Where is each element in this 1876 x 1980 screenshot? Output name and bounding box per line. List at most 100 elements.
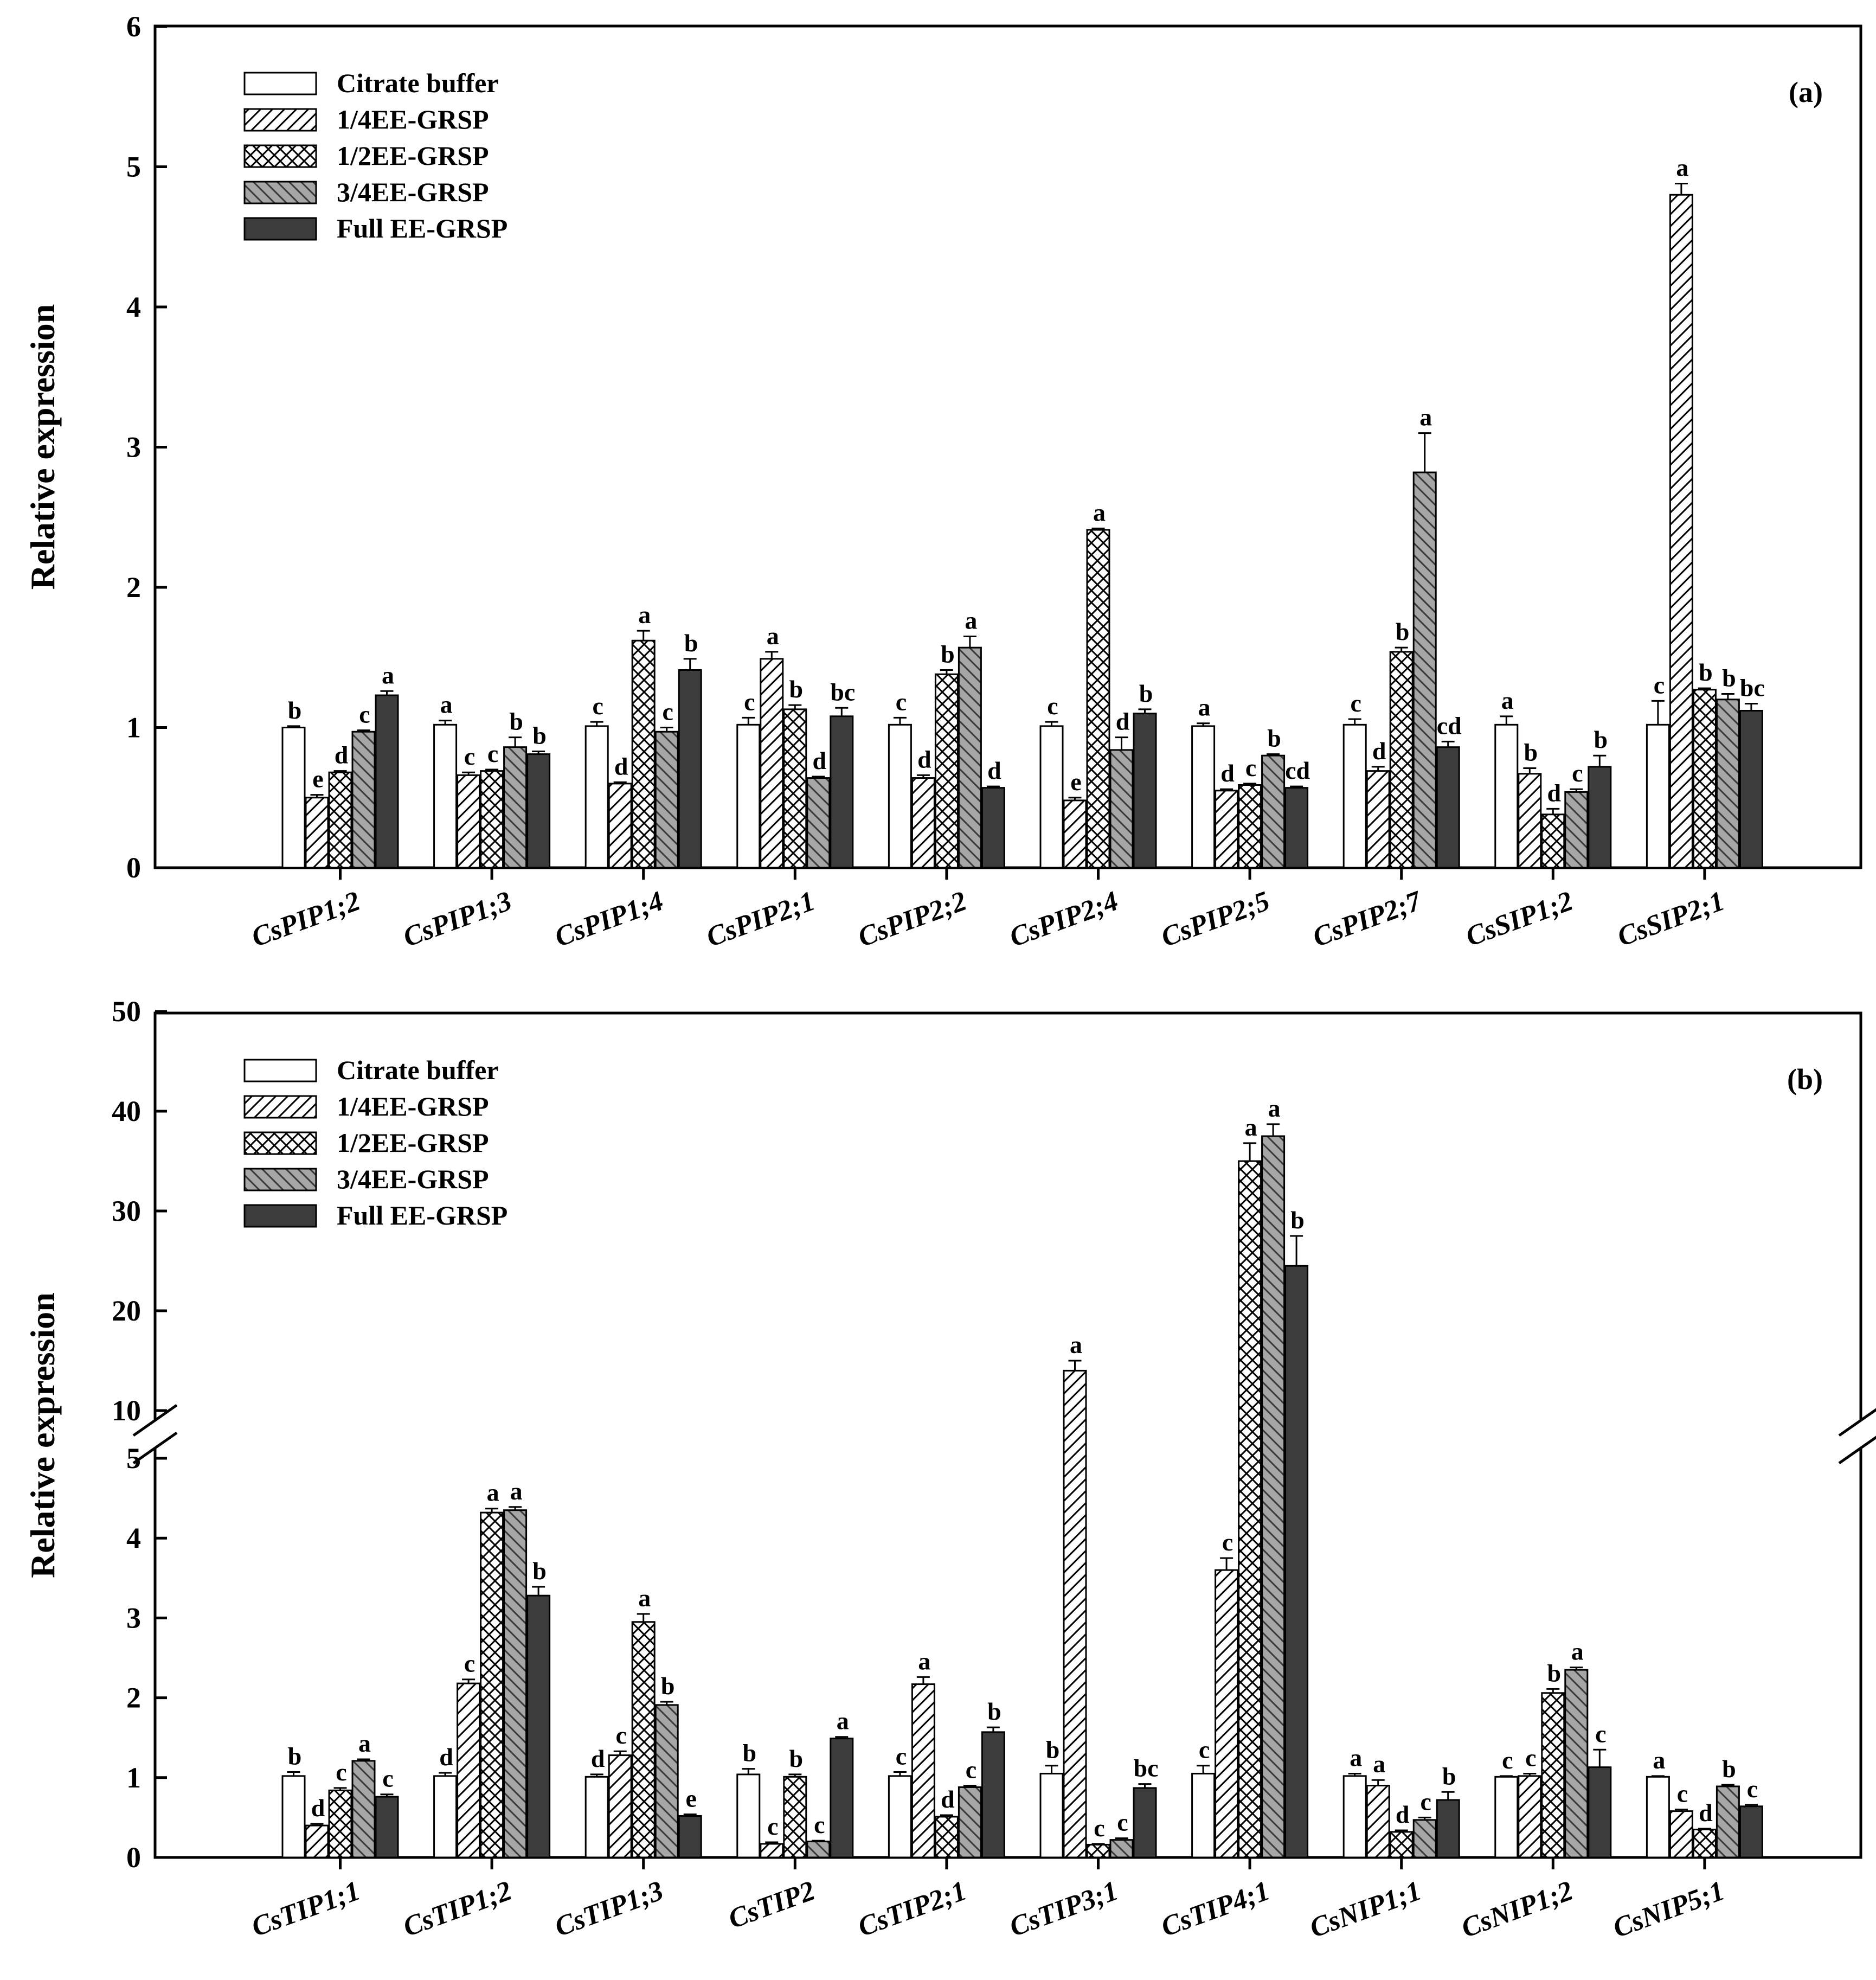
error-bar (357, 729, 370, 732)
bar (654, 1704, 679, 1859)
bar (1109, 1839, 1134, 1859)
legend-label: 3/4EE-GRSP (337, 1164, 489, 1194)
significance-letter: d (591, 1745, 605, 1772)
bar (1063, 799, 1087, 869)
bar (1389, 1831, 1414, 1859)
bar (1588, 1766, 1612, 1859)
error-bar (916, 1676, 930, 1684)
bar (911, 1683, 935, 1859)
error-bar (1651, 1775, 1665, 1777)
legend-swatch (243, 217, 317, 241)
significance-letter: b (1139, 680, 1153, 707)
significance-letter: c (1572, 759, 1583, 787)
legend-swatch (243, 1095, 317, 1119)
error-bar (1546, 1688, 1560, 1693)
significance-letter: b (941, 640, 955, 668)
bar (888, 723, 912, 869)
legend-label: 1/2EE-GRSP (337, 1127, 489, 1158)
error-bar (532, 1586, 545, 1596)
error-bar (333, 770, 347, 773)
error-bar (742, 716, 755, 725)
bar (631, 639, 656, 869)
category-group: c ab d bc (736, 622, 855, 869)
significance-letter: bc (830, 678, 855, 706)
bar (736, 723, 761, 869)
significance-letter: a (1245, 1113, 1257, 1141)
bar (1669, 194, 1693, 869)
x-category-label: CsPIP1;3 (399, 886, 516, 953)
error-bar (462, 1678, 476, 1684)
bar (1518, 1775, 1542, 1859)
bar (375, 1796, 399, 1859)
legend-label: Full EE-GRSP (337, 1200, 507, 1231)
significance-letter: d (1396, 1800, 1410, 1828)
legend-swatch (243, 108, 317, 132)
bar (1436, 746, 1460, 869)
error-bar (509, 736, 522, 747)
error-bar (986, 1726, 1000, 1732)
category-group: bac cbc (1039, 1331, 1159, 1859)
bar (281, 1775, 306, 1859)
legend-swatch (243, 1131, 317, 1155)
error-bar (1197, 1765, 1210, 1774)
significance-letter: b (1442, 1762, 1456, 1790)
significance-letter: b (1722, 664, 1736, 691)
significance-letter: e (312, 765, 323, 793)
significance-letter: b (1046, 1736, 1060, 1764)
error-bar (1068, 1360, 1082, 1371)
error-bar (532, 750, 545, 754)
bar (806, 1841, 831, 1859)
significance-letter: c (896, 688, 907, 715)
significance-letter: c (1420, 1787, 1431, 1815)
error-bar (1500, 715, 1513, 725)
bar (526, 753, 551, 869)
bar (305, 797, 329, 869)
bar (608, 783, 632, 869)
error-bar (1674, 1809, 1688, 1811)
y-tick-label: 5 (126, 1442, 141, 1475)
bar (1063, 1369, 1087, 1859)
bar (351, 731, 376, 869)
bar (526, 1594, 551, 1859)
bar (351, 1760, 376, 1859)
error-bar (1674, 183, 1688, 195)
significance-letter: d (941, 1785, 955, 1813)
y-tick-label: 2 (126, 1682, 141, 1714)
error-bar (485, 768, 499, 771)
y-tick-label: 5 (126, 151, 141, 183)
error-bar (1395, 1829, 1408, 1832)
y-tick-label: 6 (126, 10, 141, 43)
bar (806, 777, 831, 869)
significance-letter: a (1373, 1750, 1385, 1778)
y-tick-label: 50 (112, 995, 141, 1028)
bar (1541, 1692, 1565, 1859)
bar (981, 787, 1005, 869)
error-bar (613, 1750, 627, 1755)
error-bar (683, 658, 697, 670)
bar (1366, 770, 1390, 869)
error-bar (1546, 808, 1560, 815)
error-bar (835, 1736, 849, 1739)
significance-letter: c (464, 1650, 475, 1677)
bar (934, 673, 959, 869)
x-category-label: CsTIP1;1 (248, 1875, 364, 1943)
error-bar (1068, 797, 1082, 800)
category-group: d c a a b (433, 1477, 551, 1859)
bar (888, 1775, 912, 1859)
significance-letter: d (311, 1794, 325, 1822)
x-category-label: CsSIP1;2 (1462, 886, 1577, 953)
bar (1494, 723, 1519, 869)
x-category-label: CsTIP2;1 (854, 1875, 971, 1943)
x-category-label: CsTIP1;2 (399, 1875, 516, 1943)
error-bar (916, 774, 930, 778)
legend-label: 1/4EE-GRSP (337, 104, 489, 134)
significance-letter: a (1419, 403, 1432, 431)
bar (1109, 749, 1134, 869)
x-category-label: CsSIP2;1 (1614, 886, 1729, 953)
error-bar (963, 1785, 976, 1787)
significance-letter: b (789, 675, 804, 703)
significance-letter: c (1222, 1528, 1233, 1556)
bar (608, 1754, 632, 1859)
